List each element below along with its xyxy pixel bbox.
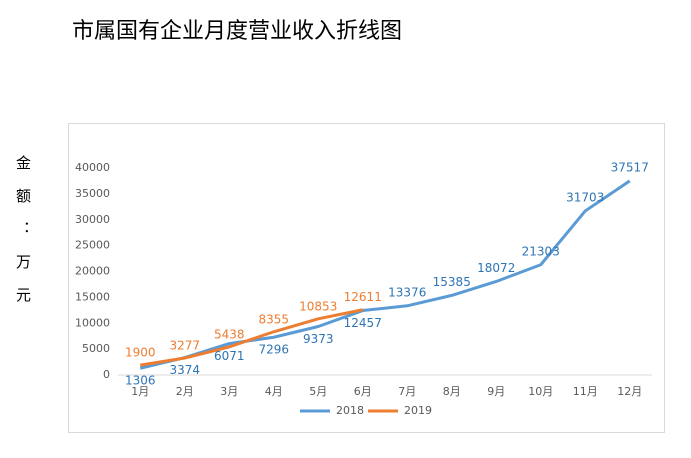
data-label: 37517 bbox=[611, 160, 649, 174]
y-tick-label: 5000 bbox=[82, 342, 110, 355]
data-label: 18072 bbox=[477, 261, 515, 275]
data-label: 10853 bbox=[299, 299, 337, 313]
data-label: 12457 bbox=[344, 316, 382, 330]
plot-frame bbox=[68, 123, 665, 433]
data-label: 3277 bbox=[169, 339, 200, 353]
data-label: 9373 bbox=[303, 332, 334, 346]
series-line bbox=[139, 179, 631, 370]
x-tick-label: 11月 bbox=[573, 385, 598, 398]
data-label: 21303 bbox=[522, 244, 560, 258]
x-tick-label: 8月 bbox=[443, 385, 461, 398]
data-label: 8355 bbox=[258, 312, 289, 326]
y-tick-label: 25000 bbox=[75, 239, 110, 252]
y-tick-label: 15000 bbox=[75, 290, 110, 303]
x-tick-label: 5月 bbox=[309, 385, 327, 398]
x-tick-label: 7月 bbox=[398, 385, 416, 398]
data-label: 12611 bbox=[344, 290, 382, 304]
y-tick-label: 30000 bbox=[75, 213, 110, 226]
chart-title: 市属国有企业月度营业收入折线图 bbox=[72, 19, 402, 44]
x-tick-label: 2月 bbox=[176, 385, 194, 398]
data-label: 15385 bbox=[433, 275, 471, 289]
y-tick-label: 0 bbox=[103, 368, 110, 381]
x-tick-label: 10月 bbox=[528, 385, 553, 398]
data-label: 6071 bbox=[214, 349, 245, 363]
legend-label: 2019 bbox=[404, 404, 432, 417]
data-label: 5438 bbox=[214, 327, 245, 341]
x-tick-label: 1月 bbox=[131, 385, 149, 398]
x-tick-label: 12月 bbox=[617, 385, 642, 398]
x-tick-label: 4月 bbox=[265, 385, 283, 398]
legend-label: 2018 bbox=[336, 404, 364, 417]
data-label: 1900 bbox=[125, 346, 156, 360]
y-tick-label: 35000 bbox=[75, 187, 110, 200]
data-label: 3374 bbox=[169, 363, 200, 377]
y-tick-label: 20000 bbox=[75, 265, 110, 278]
y-tick-label: 40000 bbox=[75, 161, 110, 174]
x-tick-label: 3月 bbox=[220, 385, 238, 398]
data-label: 1306 bbox=[125, 374, 156, 388]
x-tick-label: 6月 bbox=[354, 385, 372, 398]
data-label: 7296 bbox=[258, 343, 289, 357]
data-label: 13376 bbox=[388, 285, 426, 299]
x-tick-label: 9月 bbox=[487, 385, 505, 398]
y-tick-label: 10000 bbox=[75, 316, 110, 329]
series-line bbox=[140, 308, 364, 367]
data-label: 31703 bbox=[566, 190, 604, 204]
y-axis-label: 金额：万元 bbox=[14, 155, 32, 320]
